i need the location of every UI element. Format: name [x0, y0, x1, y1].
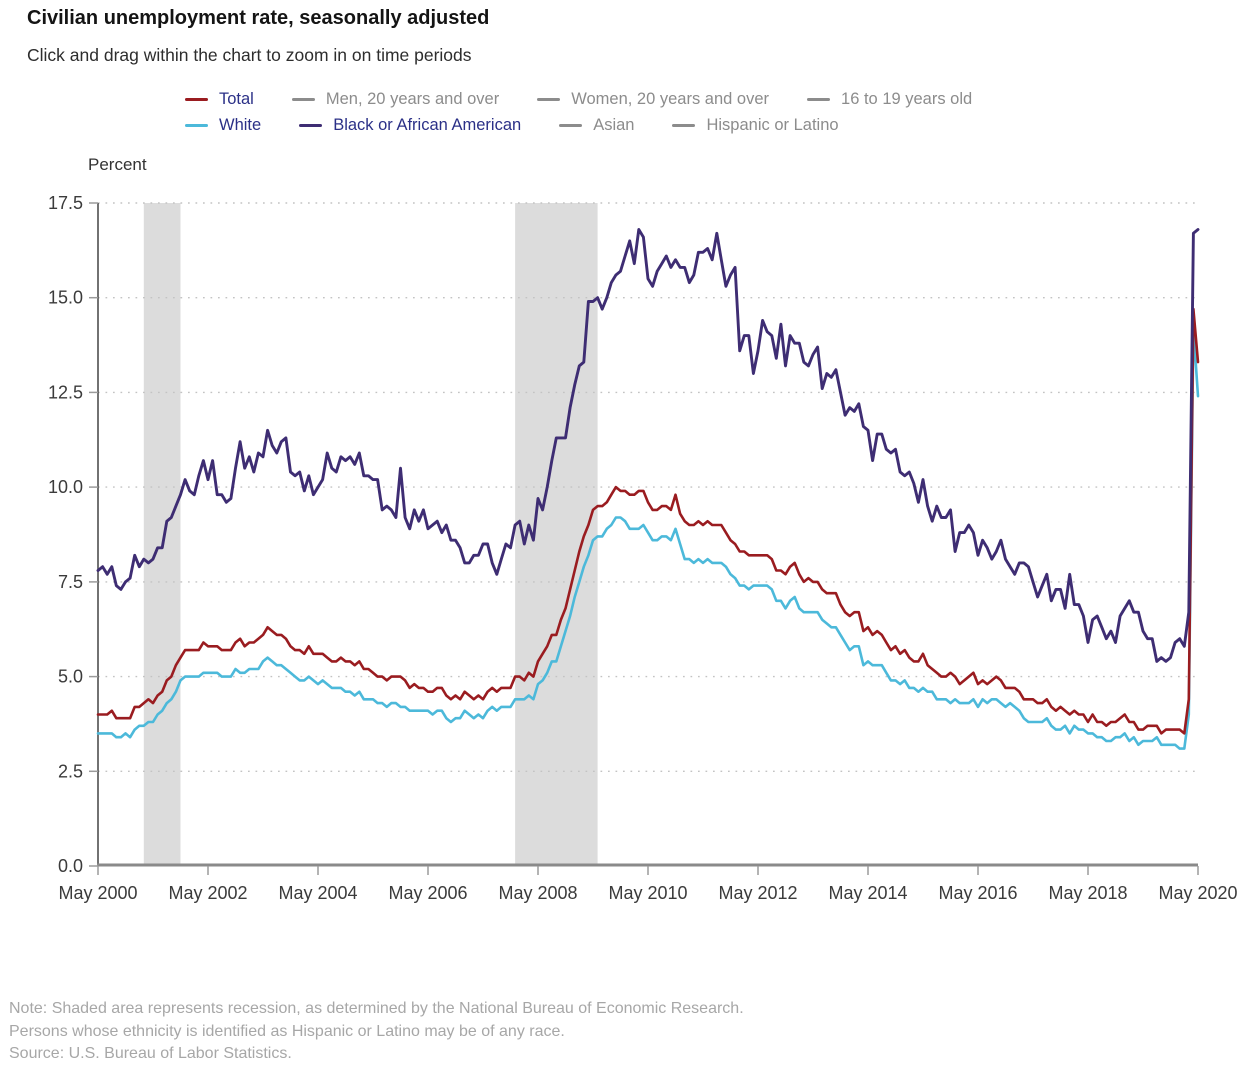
legend-swatch-white	[185, 123, 208, 128]
x-axis-tick-label: May 2012	[718, 883, 797, 903]
y-axis-title: Percent	[88, 155, 147, 174]
legend-label: Black or African American	[333, 116, 522, 134]
legend-swatch-asian	[559, 123, 583, 128]
series-line-black-or-african-american	[96, 228, 1200, 663]
y-axis-tick-label: 5.0	[58, 667, 83, 687]
legend-swatch-men-20-years-and-over	[291, 97, 315, 102]
chart-subtitle-hint: Click and drag within the chart to zoom …	[27, 45, 472, 65]
legend-label: Men, 20 years and over	[325, 90, 500, 108]
legend-item-16-to-19-years-old[interactable]: 16 to 19 years old	[807, 90, 972, 109]
x-axis-tick-label: May 2008	[498, 883, 577, 903]
note-ethnicity: Persons whose ethnicity is identified as…	[9, 1022, 565, 1040]
legend-label: Hispanic or Latino	[706, 116, 839, 134]
legend-swatch-black-or-african-american	[299, 123, 323, 128]
x-axis-tick-label: May 2004	[278, 883, 357, 903]
note-recession: Note: Shaded area represents recession, …	[9, 1000, 744, 1017]
legend-label: Total	[219, 90, 254, 108]
legend-item-white[interactable]: White	[185, 116, 261, 135]
legend-label: Asian	[593, 116, 635, 134]
y-axis-tick-label: 15.0	[48, 288, 83, 308]
series-line-white	[96, 326, 1200, 750]
recession-band	[143, 203, 181, 866]
legend-item-hispanic-or-latino[interactable]: Hispanic or Latino	[672, 116, 839, 135]
legend-item-asian[interactable]: Asian	[559, 116, 634, 135]
legend-item-men-20-years-and-over[interactable]: Men, 20 years and over	[291, 90, 500, 109]
page-title: Civilian unemployment rate, seasonally a…	[27, 7, 490, 29]
legend-swatch-total	[185, 97, 208, 102]
legend-swatch-women-20-years-and-over	[537, 97, 561, 102]
x-axis-tick-label: May 2018	[1048, 883, 1127, 903]
legend-swatch-16-to-19-years-old	[807, 97, 831, 102]
legend-label: White	[219, 116, 262, 134]
legend-row-2: White Black or African American Asian Hispa…	[185, 114, 972, 137]
y-axis-tick-label: 12.5	[48, 382, 83, 402]
x-axis-tick-label: May 2014	[828, 883, 907, 903]
legend-item-black-or-african-american[interactable]: Black or African American	[299, 116, 521, 135]
y-axis-tick-label: 17.5	[48, 193, 83, 213]
x-axis-tick-label: May 2006	[388, 883, 467, 903]
y-axis-tick-label: 0.0	[58, 856, 83, 876]
x-axis-tick-label: May 2010	[608, 883, 687, 903]
x-axis-tick-label: May 2016	[938, 883, 1017, 903]
x-axis-tick-label: May 2000	[58, 883, 137, 903]
chart-footnotes: Note: Shaded area represents recession, …	[9, 998, 744, 1066]
x-axis-tick-label: May 2002	[168, 883, 247, 903]
legend-label: 16 to 19 years old	[841, 90, 973, 108]
y-axis-tick-label: 2.5	[58, 761, 83, 781]
legend-swatch-hispanic-or-latino	[672, 123, 696, 128]
y-axis-tick-label: 7.5	[58, 572, 83, 592]
y-axis-tick-label: 10.0	[48, 477, 83, 497]
legend-item-women-20-years-and-over[interactable]: Women, 20 years and over	[537, 90, 769, 109]
legend-label: Women, 20 years and over	[571, 90, 770, 108]
legend-item-total[interactable]: Total	[185, 90, 254, 109]
note-source: Source: U.S. Bureau of Labor Statistics.	[9, 1045, 292, 1062]
series-line-total	[96, 307, 1200, 735]
legend-row-1: Total Men, 20 years and over Women, 20 yea…	[185, 88, 972, 111]
x-axis-tick-label: May 2020	[1158, 883, 1237, 903]
chart-legend: Total Men, 20 years and over Women, 20 yea…	[185, 88, 972, 137]
